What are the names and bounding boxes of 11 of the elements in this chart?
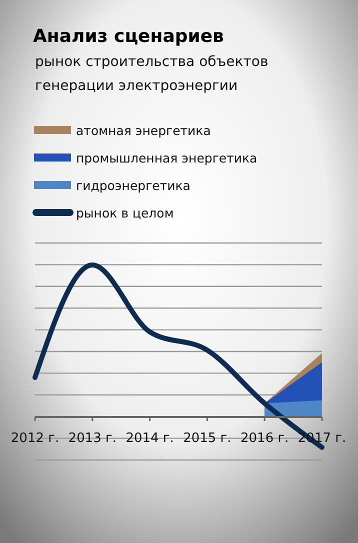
- chart-subtitle: рынок строительства объектов генерации электроэнергии: [35, 54, 268, 94]
- legend-label: рынок в целом: [76, 206, 174, 220]
- x-tick-label: 2012 г.: [10, 431, 60, 446]
- chart-title: Анализ сценариев: [33, 26, 224, 47]
- x-tick-label: 2016 г.: [240, 431, 289, 446]
- legend-label: гидроэнергетика: [76, 178, 190, 193]
- legend-label: атомная энергетика: [76, 123, 211, 138]
- x-tick-label: 2015 г.: [183, 431, 232, 446]
- x-tick-label: 2014 г.: [126, 431, 174, 446]
- x-tick-label: 2013 г.: [68, 431, 116, 446]
- legend-label: промышленная энергетика: [76, 150, 258, 166]
